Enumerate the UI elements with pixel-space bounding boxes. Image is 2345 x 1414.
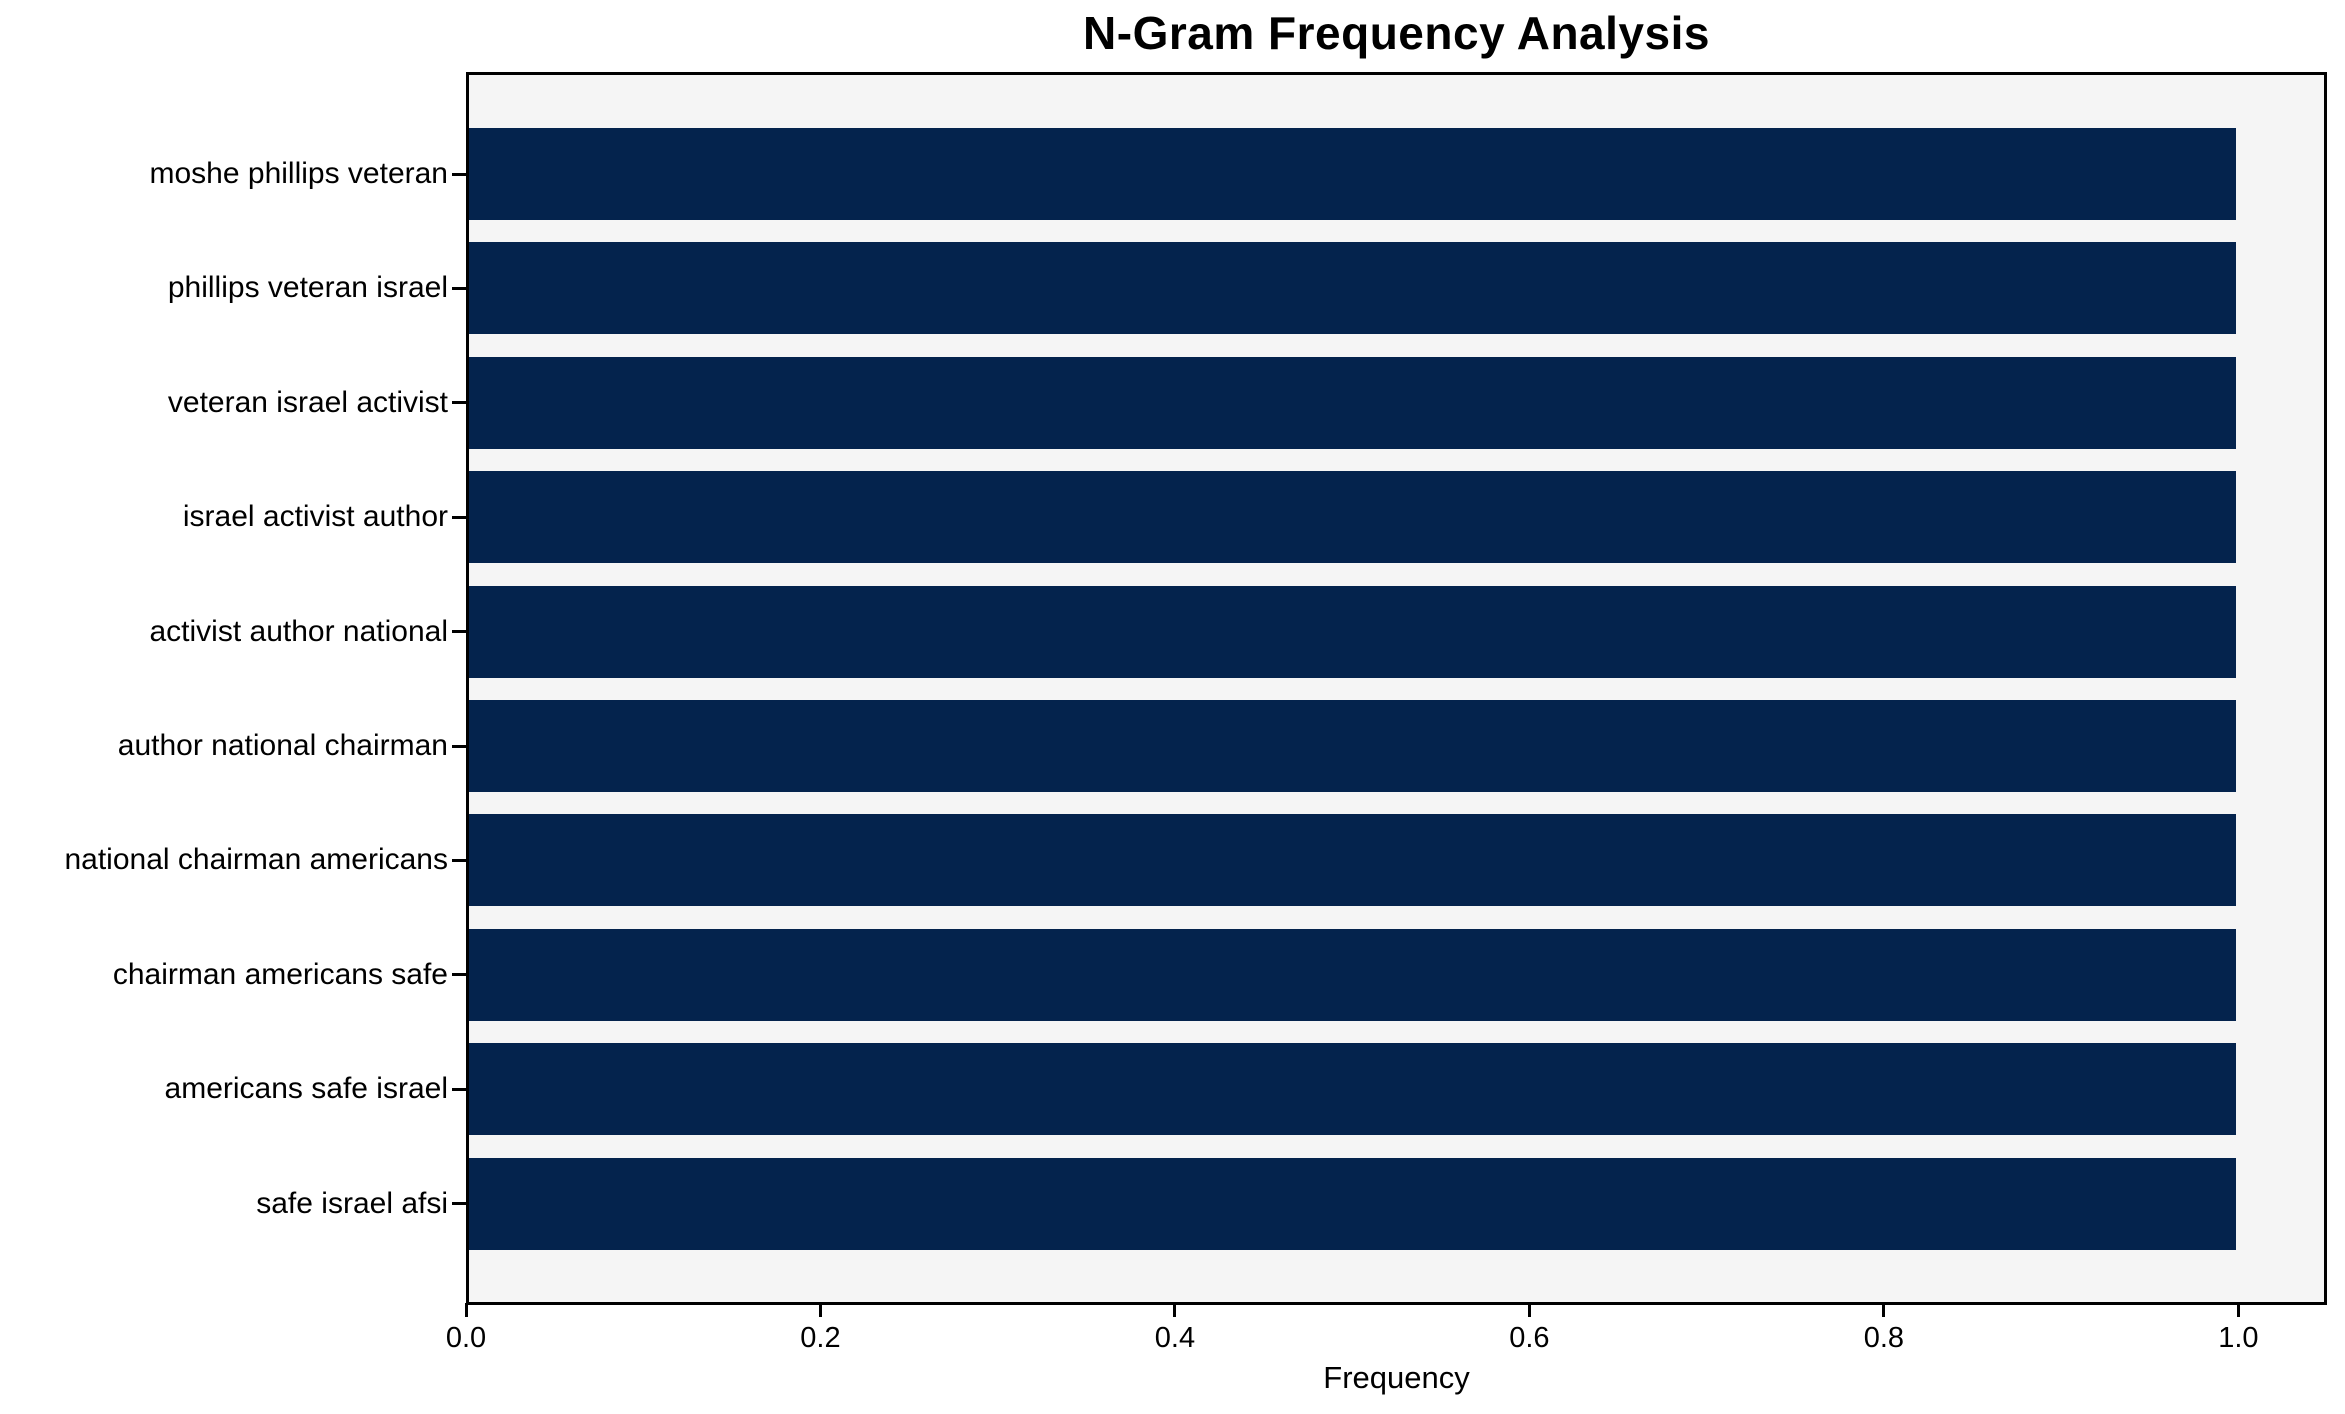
y-tick-label: americans safe israel (164, 1072, 448, 1106)
bar (469, 1157, 2236, 1250)
y-tick-label: chairman americans safe (112, 957, 448, 991)
y-tick-label: phillips veteran israel (167, 271, 448, 305)
x-axis-title: Frequency (1323, 1360, 1470, 1395)
y-tick-label: author national chairman (117, 729, 448, 762)
y-tick-mark (452, 515, 466, 519)
y-tick-mark (452, 630, 466, 634)
y-tick-mark (452, 858, 466, 862)
y-tick-mark (452, 1202, 466, 1206)
x-tick-label: 1.0 (2218, 1322, 2259, 1354)
y-tick-mark (452, 401, 466, 405)
bar (469, 1043, 2236, 1136)
chart-title: N-Gram Frequency Analysis (1083, 7, 1710, 59)
y-tick-mark (452, 973, 466, 977)
x-tick-mark (818, 1303, 822, 1317)
x-tick-label: 0.6 (1509, 1322, 1550, 1354)
x-tick-mark (1882, 1303, 1886, 1317)
y-tick-label: safe israel afsi (256, 1186, 448, 1220)
y-tick-mark (452, 172, 466, 176)
y-tick-label: moshe phillips veteran (149, 157, 449, 190)
bar (469, 242, 2236, 335)
bar (469, 585, 2236, 678)
x-tick-label: 0.4 (1154, 1322, 1196, 1354)
y-tick-label: activist author national (149, 614, 448, 648)
y-tick-label: veteran israel activist (167, 385, 448, 419)
bar (469, 471, 2236, 564)
y-tick-mark (452, 1087, 466, 1091)
x-tick-label: 0.8 (1863, 1322, 1905, 1354)
y-tick-label: israel activist author (182, 500, 448, 534)
bar (469, 128, 2236, 220)
bar (469, 814, 2236, 907)
x-tick-mark (2236, 1303, 2240, 1317)
y-tick-mark (452, 744, 466, 748)
bar (469, 700, 2236, 792)
x-tick-mark (1527, 1303, 1531, 1317)
x-tick-mark (464, 1303, 468, 1317)
plot-area (466, 72, 2327, 1305)
y-tick-label: national chairman americans (64, 843, 448, 877)
x-tick-label: 0.2 (800, 1322, 841, 1354)
bar (469, 356, 2236, 449)
y-tick-mark (452, 286, 466, 290)
x-tick-label: 0.0 (445, 1322, 487, 1354)
x-tick-mark (1173, 1303, 1177, 1317)
bar (469, 928, 2236, 1021)
